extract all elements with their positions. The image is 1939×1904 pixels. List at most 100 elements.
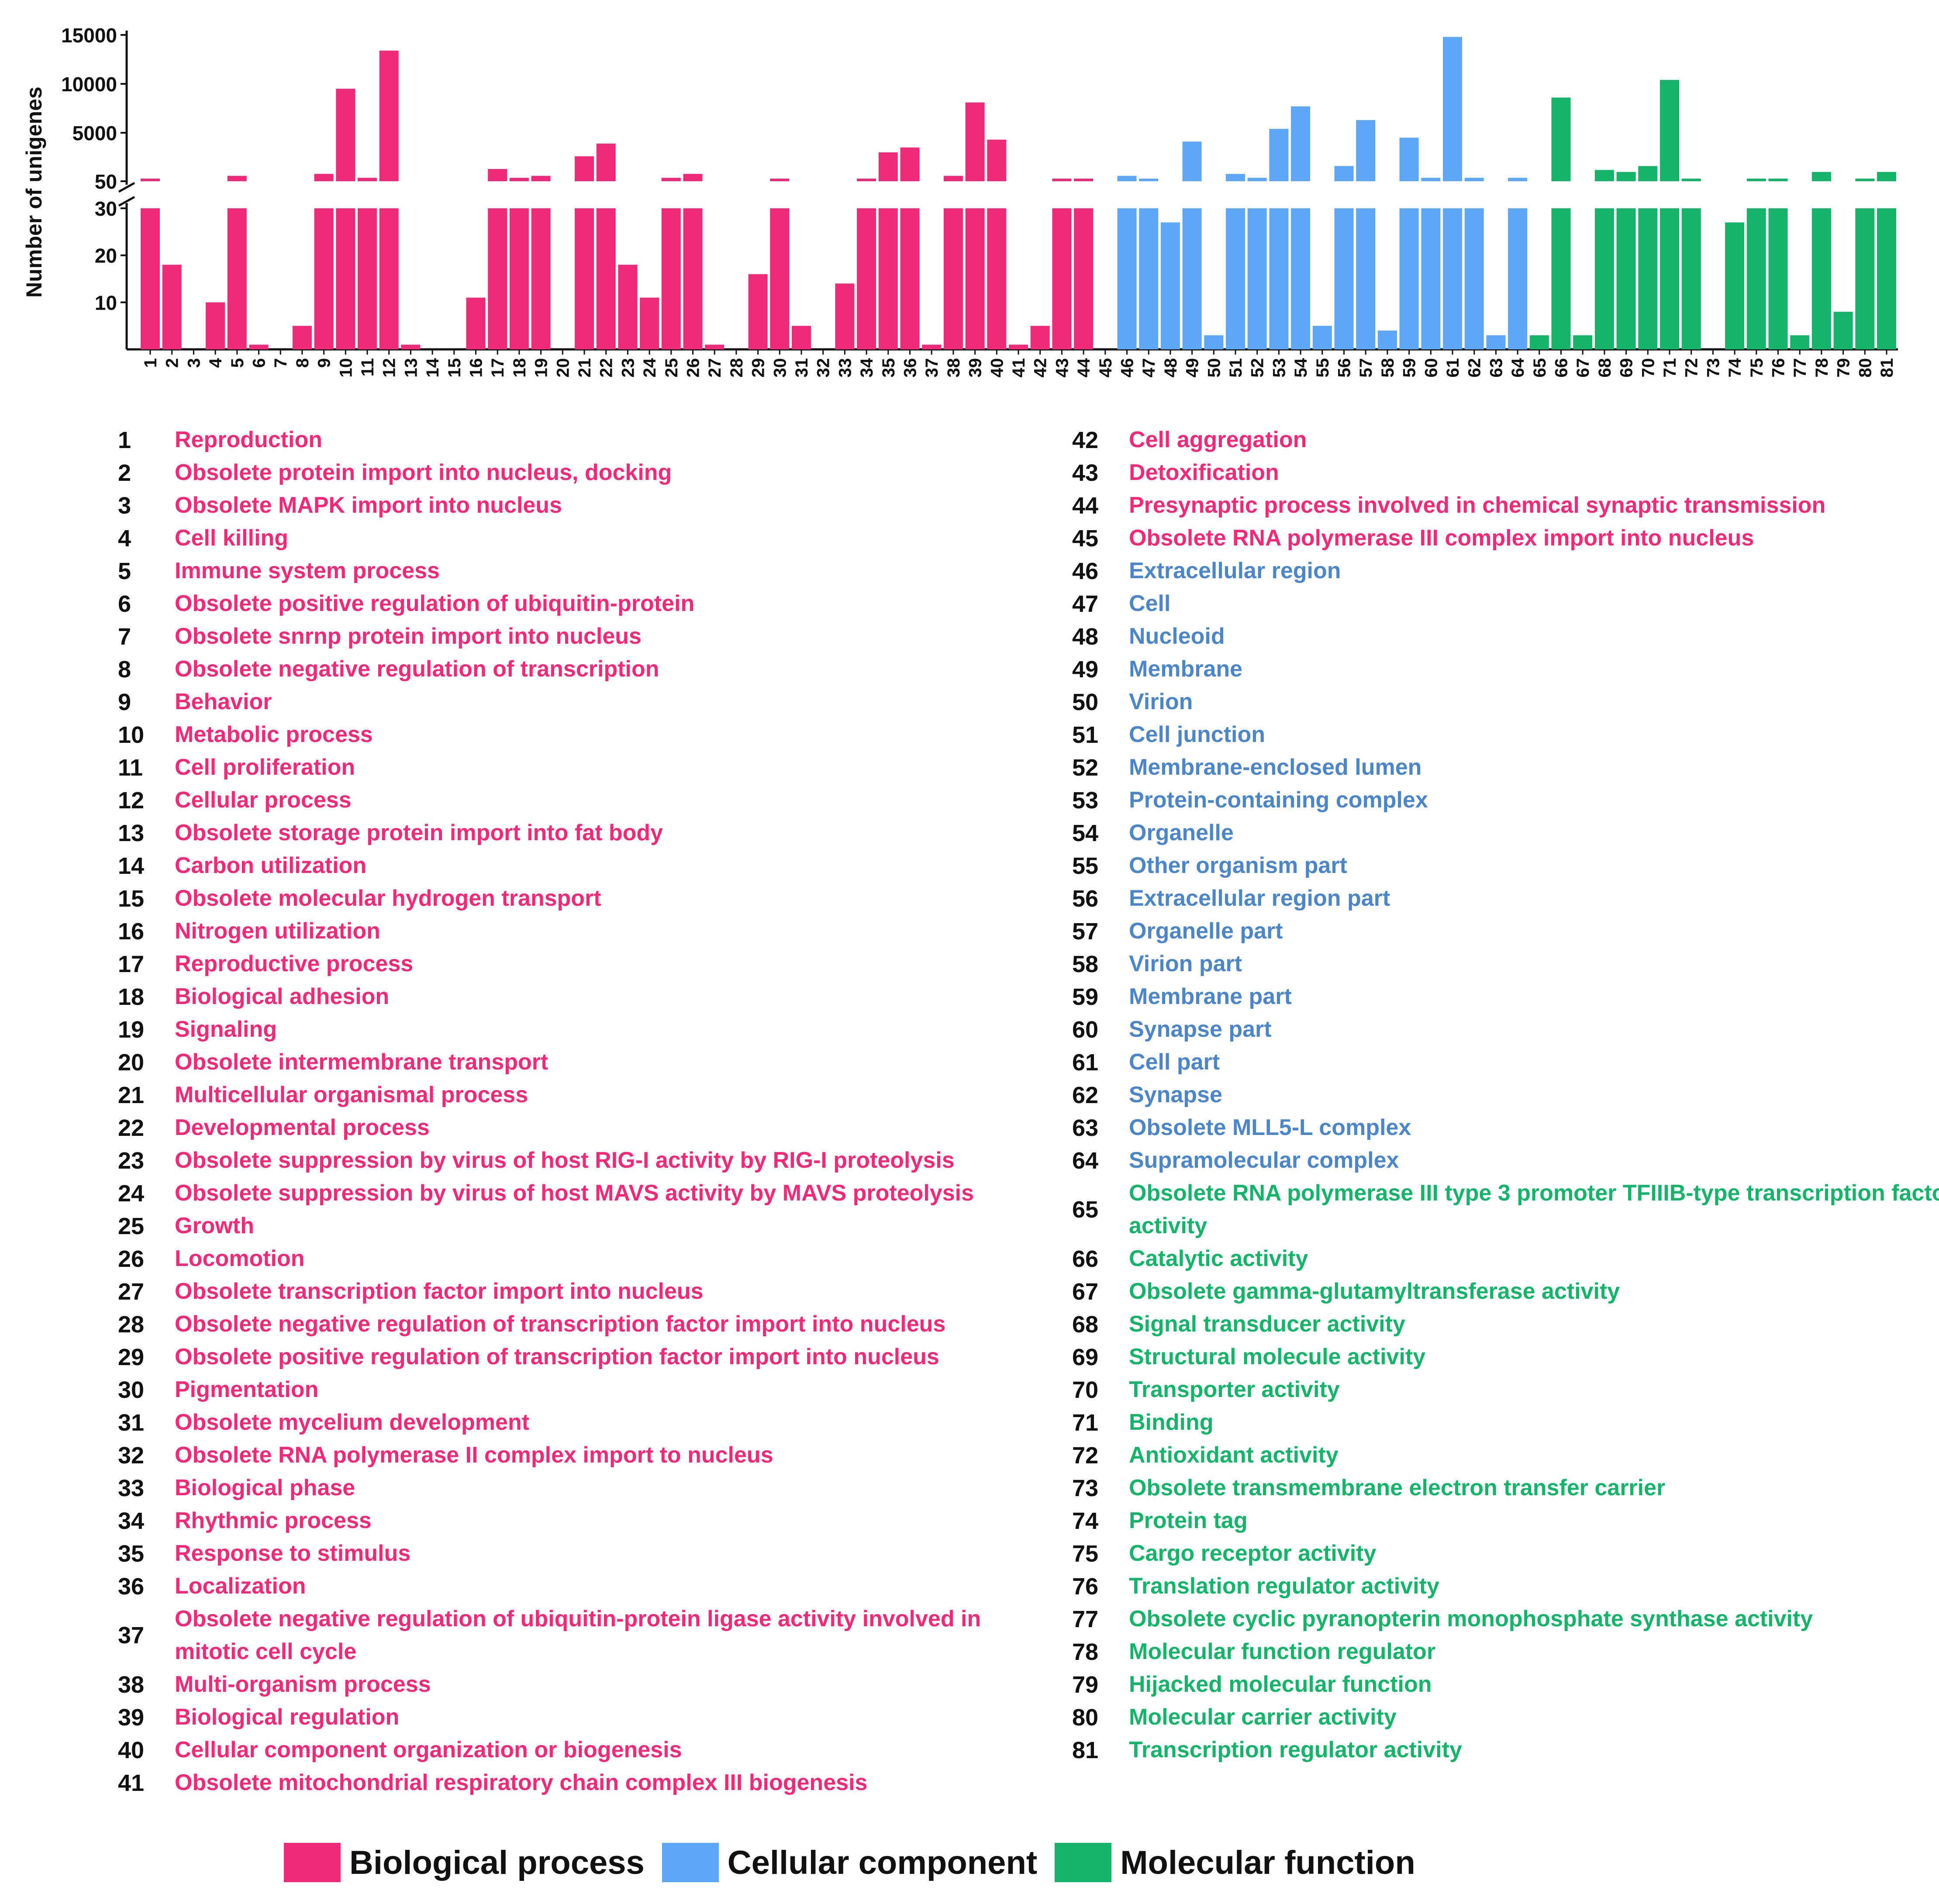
bar-lower-11 bbox=[358, 208, 377, 349]
bar-lower-72 bbox=[1681, 208, 1701, 349]
x-tick-label: 22 bbox=[597, 358, 616, 378]
bar-lower-39 bbox=[965, 208, 985, 349]
legend-item-77: 77 Obsolete cyclic pyranopterin monophosp… bbox=[1072, 1603, 1939, 1635]
x-tick-label: 48 bbox=[1161, 358, 1180, 378]
legend-number: 44 bbox=[1072, 492, 1099, 519]
bar-lower-31 bbox=[792, 326, 811, 349]
swatch-cellular-component bbox=[662, 1843, 719, 1882]
legend-number: 10 bbox=[118, 721, 145, 748]
bar-upper-36 bbox=[900, 147, 920, 181]
x-tick-label: 56 bbox=[1335, 358, 1354, 378]
bar-upper-5 bbox=[227, 176, 247, 181]
legend-number: 77 bbox=[1072, 1606, 1099, 1632]
legend-item-66: 66 Catalytic activity bbox=[1072, 1242, 1939, 1275]
legend-label: Obsolete RNA polymerase II complex impor… bbox=[175, 1442, 773, 1468]
x-tick-label: 32 bbox=[814, 358, 833, 378]
legend-label: Obsolete mycelium development bbox=[175, 1410, 530, 1435]
x-tick-label: 67 bbox=[1573, 358, 1593, 378]
legend-item-3: 3 Obsolete MAPK import into nucleus bbox=[118, 489, 1057, 522]
bar-upper-9 bbox=[314, 174, 334, 181]
x-tick-label: 12 bbox=[380, 358, 399, 378]
legend-item-7: 7 Obsolete snrnp protein import into nucl… bbox=[118, 620, 1057, 653]
legend-item-16: 16 Nitrogen utilization bbox=[118, 915, 1057, 948]
x-tick-label: 40 bbox=[987, 358, 1007, 378]
x-tick-label: 72 bbox=[1682, 358, 1701, 378]
legend-item-6: 6 Obsolete positive regulation of ubiquit… bbox=[118, 587, 1057, 620]
legend-label: Obsolete RNA polymerase III type 3 promo… bbox=[1129, 1180, 1939, 1238]
x-tick-labels: 1 2 3 4 5 6 7 8 9 10 11 12 13 14 15 16 17 18 19 20 21 22 23 24 2… bbox=[141, 349, 1897, 378]
legend-item-38: 38 Multi-organism process bbox=[118, 1668, 1057, 1701]
legend-label: Transcription regulator activity bbox=[1129, 1737, 1462, 1763]
legend-item-79: 79 Hijacked molecular function bbox=[1072, 1668, 1939, 1701]
legend-number: 33 bbox=[118, 1475, 145, 1501]
x-tick-label: 27 bbox=[705, 358, 725, 378]
y-tick-label-upper: 15000 bbox=[61, 24, 117, 47]
legend-label: Membrane-enclosed lumen bbox=[1129, 755, 1422, 780]
chart-bars bbox=[141, 37, 1896, 349]
bar-lower-71 bbox=[1660, 208, 1679, 349]
x-tick-label: 19 bbox=[532, 358, 551, 378]
bar-upper-53 bbox=[1269, 129, 1289, 181]
legend-item-39: 39 Biological regulation bbox=[118, 1701, 1057, 1734]
legend-item-58: 58 Virion part bbox=[1072, 948, 1939, 980]
bar-lower-22 bbox=[596, 208, 616, 349]
bar-lower-36 bbox=[900, 208, 920, 349]
bar-upper-46 bbox=[1117, 176, 1137, 181]
bar-lower-34 bbox=[857, 208, 876, 349]
bar-lower-44 bbox=[1074, 208, 1094, 349]
legend-item-30: 30 Pigmentation bbox=[118, 1373, 1057, 1406]
legend-item-11: 11 Cell proliferation bbox=[118, 751, 1057, 784]
x-tick-label: 43 bbox=[1052, 358, 1072, 378]
bar-lower-42 bbox=[1030, 326, 1050, 349]
legend-number: 31 bbox=[118, 1409, 145, 1436]
legend-item-22: 22 Developmental process bbox=[118, 1111, 1057, 1144]
bar-lower-62 bbox=[1464, 208, 1484, 349]
legend-label: Obsolete negative regulation of transcri… bbox=[175, 1311, 946, 1337]
legend-label: Detoxification bbox=[1129, 460, 1279, 485]
legend-number: 81 bbox=[1072, 1737, 1099, 1763]
legend-item-34: 34 Rhythmic process bbox=[118, 1504, 1057, 1537]
legend-item-13: 13 Obsolete storage protein import into f… bbox=[118, 817, 1057, 849]
x-tick-label: 4 bbox=[206, 358, 225, 368]
legend-item-32: 32 Obsolete RNA polymerase II complex imp… bbox=[118, 1439, 1057, 1472]
bar-upper-52 bbox=[1247, 178, 1267, 181]
legend-label: Metabolic process bbox=[175, 722, 373, 747]
bar-upper-34 bbox=[857, 179, 876, 181]
legend-item-60: 60 Synapse part bbox=[1072, 1013, 1939, 1046]
legend-label: Pigmentation bbox=[175, 1377, 319, 1402]
legend-number: 3 bbox=[118, 492, 131, 519]
legend-number: 53 bbox=[1072, 787, 1099, 814]
bar-lower-80 bbox=[1855, 208, 1875, 349]
bar-lower-41 bbox=[1009, 345, 1028, 349]
bar-lower-16 bbox=[466, 297, 486, 349]
bar-lower-30 bbox=[770, 208, 790, 349]
bar-lower-21 bbox=[575, 208, 594, 349]
legend-number: 36 bbox=[118, 1573, 145, 1600]
legend-label: Obsolete positive regulation of ubiquiti… bbox=[175, 591, 695, 616]
y-axis-label: Number of unigenes bbox=[22, 86, 46, 297]
bar-lower-55 bbox=[1312, 326, 1332, 349]
legend-label: Cell junction bbox=[1129, 722, 1265, 747]
legend-number: 49 bbox=[1072, 656, 1099, 683]
legend-column-right: 42 Cell aggregation 43 Detoxification 44 Pres… bbox=[1072, 424, 1939, 1766]
bar-lower-65 bbox=[1529, 335, 1549, 349]
x-tick-label: 2 bbox=[163, 358, 182, 368]
x-tick-label: 8 bbox=[293, 358, 312, 368]
x-tick-label: 34 bbox=[857, 358, 876, 377]
bar-upper-11 bbox=[358, 178, 377, 181]
bar-upper-69 bbox=[1616, 172, 1636, 181]
legend-item-63: 63 Obsolete MLL5-L complex bbox=[1072, 1111, 1939, 1144]
bar-lower-75 bbox=[1746, 208, 1766, 349]
legend-label: Biological adhesion bbox=[175, 984, 390, 1009]
bar-upper-49 bbox=[1182, 141, 1202, 181]
legend-label: Obsolete cyclic pyranopterin monophospha… bbox=[1129, 1606, 1813, 1632]
legend-number: 39 bbox=[118, 1704, 145, 1731]
legend-number: 37 bbox=[118, 1622, 145, 1649]
legend-number: 24 bbox=[118, 1180, 145, 1207]
legend-item-26: 26 Locomotion bbox=[118, 1242, 1057, 1275]
legend-label: Obsolete MLL5-L complex bbox=[1129, 1115, 1411, 1140]
legend-number: 75 bbox=[1072, 1540, 1099, 1567]
legend-item-54: 54 Organelle bbox=[1072, 817, 1939, 849]
legend-label: Obsolete snrnp protein import into nucle… bbox=[175, 624, 642, 649]
bar-upper-43 bbox=[1052, 179, 1072, 181]
